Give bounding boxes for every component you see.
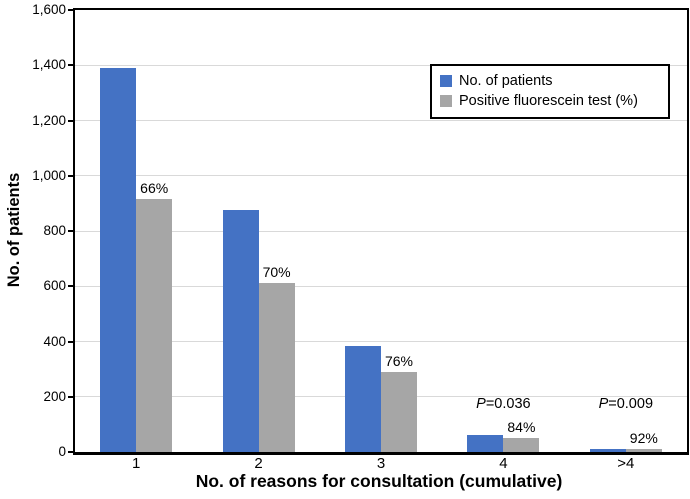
y-tick-mark [68, 64, 73, 67]
bar-patients->4 [589, 448, 626, 452]
y-tick-label: 1,400 [32, 57, 66, 73]
legend: No. of patients Positive fluorescein test… [430, 64, 670, 119]
bar-fluorescein-3 [381, 371, 417, 452]
bar-patients-1 [100, 68, 137, 452]
y-tick-label: 1,000 [32, 167, 66, 183]
legend-swatch-icon [440, 75, 452, 87]
gridline-1000 [75, 175, 687, 177]
percent-label-1: 66% [140, 179, 169, 196]
y-tick-label: 0 [58, 444, 66, 459]
bar-fluorescein->4 [625, 448, 662, 452]
gridline-800 [75, 230, 687, 232]
gridline-400 [75, 341, 687, 342]
y-tick-label: 400 [43, 333, 66, 349]
y-tick-label: 1,200 [32, 112, 66, 128]
x-tick-label-3: 3 [376, 455, 386, 472]
legend-item-fluorescein: Positive fluorescein test (%) [440, 91, 662, 111]
y-tick-label: 1,600 [32, 2, 66, 17]
legend-swatch-icon [440, 95, 452, 107]
gridline-600 [75, 285, 687, 287]
x-tick-label-4: 4 [499, 455, 508, 472]
percent-label-2: 70% [262, 263, 291, 280]
y-tick-mark [68, 9, 73, 11]
p-value-annotation->4: P=0.009 [598, 396, 654, 412]
legend-label: No. of patients [459, 73, 553, 89]
legend-label: Positive fluorescein test (%) [459, 93, 638, 109]
percent-label->4: 92% [629, 429, 658, 446]
x-axis-title: No. of reasons for consultation (cumulat… [195, 471, 563, 491]
y-tick-mark [68, 230, 73, 232]
bar-fluorescein-4 [503, 437, 540, 452]
y-tick-mark [68, 285, 73, 288]
y-tick-label: 800 [43, 223, 66, 238]
y-tick-label: 600 [43, 278, 66, 294]
bar-patients-3 [345, 346, 381, 452]
bar-fluorescein-2 [258, 282, 295, 452]
percent-label-4: 84% [507, 418, 536, 435]
legend-item-patients: No. of patients [440, 71, 662, 91]
percent-label-3: 76% [384, 352, 414, 369]
gridline-1400 [75, 64, 687, 66]
p-value-annotation-4: P=0.036 [476, 396, 531, 412]
y-tick-mark [68, 174, 73, 177]
x-tick-label-1: 1 [132, 455, 141, 472]
bar-patients-2 [222, 210, 259, 452]
gridline-1200 [75, 120, 687, 121]
bar-fluorescein-1 [136, 198, 173, 452]
y-tick-mark [68, 451, 73, 453]
y-tick-mark [68, 340, 73, 343]
y-tick-mark [68, 395, 73, 398]
y-tick-label: 200 [43, 388, 66, 404]
x-tick-label->4: >4 [617, 455, 635, 472]
y-tick-mark [68, 119, 73, 122]
bar-patients-4 [467, 434, 504, 452]
x-tick-label-2: 2 [254, 455, 263, 472]
